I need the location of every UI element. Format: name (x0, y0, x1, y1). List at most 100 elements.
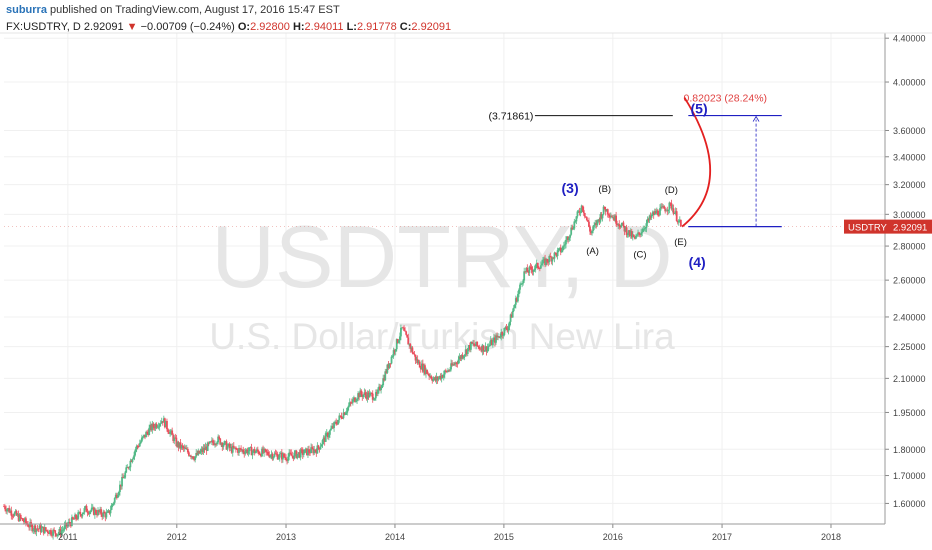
low-label: L: (346, 21, 357, 33)
candle-body (509, 314, 512, 322)
candle-body (243, 452, 246, 454)
candle-body (582, 210, 585, 213)
candle-body (240, 448, 243, 451)
candle-body (360, 390, 363, 395)
candle-body (123, 477, 126, 479)
candle-body (465, 349, 468, 354)
candle-body (252, 449, 255, 452)
candle-body (87, 512, 90, 514)
candle-body (488, 344, 491, 346)
candle-body (150, 424, 153, 431)
candle-body (385, 371, 388, 373)
author-link[interactable]: suburra (6, 4, 47, 16)
candle-body (448, 370, 450, 372)
candle-body (15, 510, 18, 516)
candle-body (174, 437, 177, 439)
x-tick-label: 2011 (58, 532, 77, 542)
candle-body (470, 341, 472, 350)
candle-body (495, 335, 497, 343)
waveC-label: (C) (633, 250, 646, 261)
candle-body (318, 447, 321, 450)
candle-body (180, 445, 183, 449)
candle-body (343, 412, 346, 415)
candle-body (373, 398, 376, 400)
candle-body (143, 434, 145, 437)
candle-body (81, 514, 84, 517)
candle-body (57, 533, 60, 535)
candle-body (390, 356, 393, 364)
candle-body (293, 452, 296, 459)
candle-body (449, 369, 451, 371)
candle-body (593, 225, 596, 227)
candle-body (522, 280, 525, 284)
candle-body (441, 375, 444, 378)
candle-body (157, 426, 160, 428)
candle-body (559, 247, 562, 253)
annotations: (3.71861) 0.82023 (28.24%) (3) (A) (B) (C) (D)… (488, 93, 782, 270)
candle-body (131, 459, 134, 462)
candle-body (545, 258, 548, 266)
candle-body (599, 214, 602, 222)
candle-body (353, 397, 355, 400)
candle-body (492, 337, 495, 340)
candle-body (621, 222, 624, 225)
candle-body (299, 449, 302, 458)
candle-body (114, 494, 117, 499)
candle-body (368, 393, 371, 398)
candle-body (205, 446, 208, 451)
candle-body (96, 513, 98, 516)
candle-body (663, 206, 666, 209)
candle-body (453, 364, 456, 366)
candle-body (521, 283, 523, 285)
candle-body (14, 510, 17, 513)
candle-body (527, 272, 530, 273)
candle-body (275, 453, 278, 455)
candle-body (274, 453, 277, 455)
candle-body (122, 477, 124, 479)
candle-body (442, 374, 445, 378)
candle-body (439, 376, 442, 380)
candle-body (4, 506, 6, 510)
candle-body (594, 223, 597, 226)
candle-body (73, 518, 75, 520)
candle-body (186, 448, 189, 453)
candle-body (604, 208, 607, 212)
y-tick-label: 2.40000 (893, 312, 926, 322)
candle-body (146, 432, 149, 433)
candle-body (395, 339, 398, 350)
candle-body (459, 356, 462, 359)
candle-body (192, 456, 194, 459)
candle-body (100, 509, 103, 515)
candle-body (137, 446, 140, 447)
candle-body (637, 232, 639, 235)
candle-body (568, 237, 570, 241)
candle-body (156, 426, 159, 428)
candle-body (287, 456, 290, 461)
candle-body (330, 428, 332, 431)
candle-body (112, 502, 115, 504)
candle-body (257, 451, 260, 455)
wave3-label: (3) (562, 180, 579, 196)
candle-body (487, 345, 490, 347)
candle-body (386, 364, 389, 373)
candle-body (574, 221, 577, 223)
candle-body (409, 343, 412, 349)
candle-body (30, 522, 33, 525)
candle-body (658, 214, 660, 216)
candle-body (92, 507, 95, 515)
candle-body (380, 387, 382, 391)
candle-body (105, 512, 108, 518)
candle-body (248, 447, 251, 452)
high-value: 2.94011 (304, 21, 344, 33)
candle-body (42, 526, 45, 534)
candle-body (229, 446, 232, 449)
change-value: −0.00709 (−0.24%) (140, 21, 235, 33)
candle-body (548, 256, 551, 263)
candle-body (315, 450, 318, 454)
candle-body (165, 420, 167, 428)
candle-body (41, 526, 44, 528)
candle-body (231, 445, 234, 453)
candle-body (354, 397, 356, 402)
candle-body (127, 467, 130, 469)
